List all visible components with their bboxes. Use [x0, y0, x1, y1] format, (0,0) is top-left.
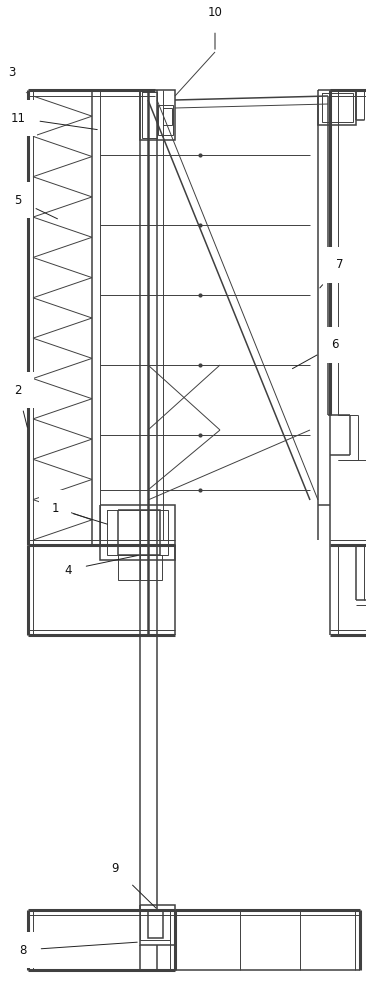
- Text: 2: 2: [14, 383, 27, 427]
- Text: 9: 9: [111, 861, 156, 908]
- Text: 3: 3: [8, 66, 26, 93]
- Text: 1: 1: [51, 502, 107, 524]
- Text: 10: 10: [208, 5, 223, 49]
- Text: 4: 4: [64, 556, 137, 576]
- Text: 7: 7: [320, 258, 344, 288]
- Text: 5: 5: [14, 194, 57, 219]
- Text: 8: 8: [19, 942, 137, 956]
- Text: 6: 6: [292, 338, 339, 369]
- Text: 11: 11: [11, 111, 97, 130]
